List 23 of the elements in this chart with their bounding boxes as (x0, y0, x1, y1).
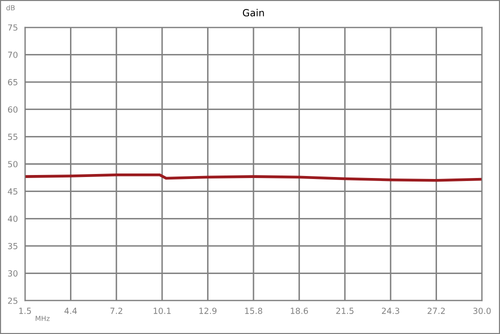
y-tick-label: 60 (8, 106, 18, 113)
y-tick-label: 40 (8, 216, 18, 222)
y-tick-label: 70 (8, 52, 18, 58)
x-tick-label: 21.5 (336, 308, 354, 314)
y-tick-label: 30 (8, 270, 18, 277)
y-tick-label: 65 (8, 79, 18, 86)
x-tick-label: 12.9 (199, 308, 216, 314)
y-tick-label: 25 (8, 298, 18, 304)
y-tick-label: 50 (8, 160, 18, 168)
y-tick-label: 75 (8, 24, 18, 31)
x-tick-label: 7.2 (110, 308, 122, 314)
y-tick-label: 35 (8, 242, 18, 250)
y-tick-label: 45 (8, 188, 18, 195)
x-tick-label: 15.8 (245, 308, 262, 314)
x-tick-label: 4.4 (64, 308, 77, 314)
x-tick-label: 1.5 (19, 308, 31, 314)
chart-title: Gain (242, 8, 264, 16)
x-tick-label: 24.3 (382, 308, 400, 314)
x-tick-label: 18.6 (290, 308, 308, 314)
x-tick-label: 27.2 (428, 308, 445, 314)
y-tick-label: 55 (8, 134, 18, 140)
x-tick-label: 10.1 (154, 308, 171, 314)
x-tick-label: 30.0 (473, 308, 491, 314)
